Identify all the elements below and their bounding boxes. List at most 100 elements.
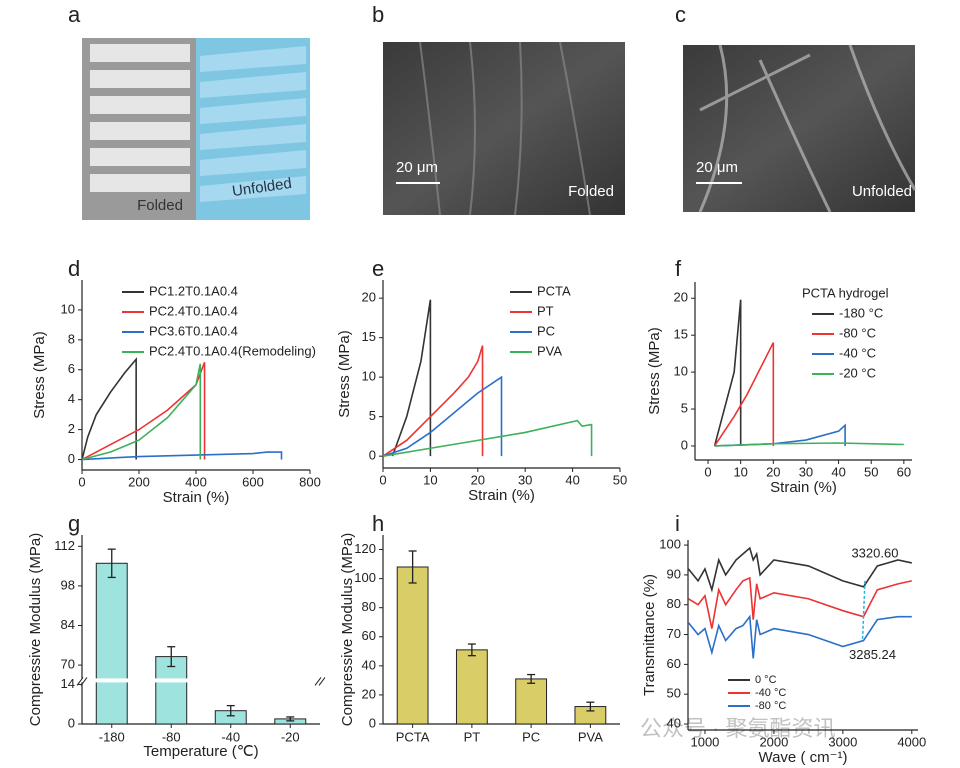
legend-label: 0 °C (755, 674, 777, 686)
legend-label: PVA (537, 343, 562, 358)
panel-label: b (372, 2, 384, 27)
x-tick-label: 30 (518, 472, 532, 487)
break-mark (80, 677, 88, 686)
panel-label: f (675, 256, 682, 281)
legend-label: -40 °C (839, 345, 876, 360)
legend-label: -180 °C (839, 305, 883, 320)
y-tick-label: 4 (68, 391, 75, 406)
y-tick-label: 80 (667, 596, 681, 611)
x-tick-label: PCTA (396, 729, 430, 744)
y-axis-label: Stress (MPa) (336, 330, 353, 418)
legend-label: PC2.4T0.1A0.4 (149, 303, 238, 318)
x-tick-label: 40 (565, 472, 579, 487)
y-tick-label: 20 (674, 290, 688, 305)
line-series (391, 299, 432, 457)
x-tick-label: -40 (221, 729, 240, 744)
line-series (382, 419, 593, 457)
y-tick-label: 100 (354, 570, 376, 585)
y-tick-label: 2 (68, 421, 75, 436)
y-tick-label: 0 (68, 715, 75, 730)
y-axis-label: Transmittance (%) (641, 574, 658, 696)
x-tick-label: 20 (766, 464, 780, 479)
peak-label: 3285.24 (849, 647, 896, 662)
scale-bar-label: 20 μm (696, 159, 738, 176)
y-tick-label: 100 (659, 537, 681, 552)
legend-label: PCTA (537, 283, 571, 298)
legend-label: PC1.2T0.1A0.4 (149, 283, 238, 298)
legend-label: PT (537, 303, 554, 318)
y-tick-label: 0 (681, 437, 688, 452)
x-axis-label: Strain (%) (468, 487, 535, 504)
line-series (81, 357, 137, 460)
y-axis-label: Compressive Modulus (MPa) (339, 533, 356, 726)
bar (155, 656, 188, 725)
x-axis-label: Strain (%) (163, 489, 230, 506)
y-tick-label: 70 (667, 626, 681, 641)
bar (455, 649, 488, 725)
x-tick-label: 60 (897, 464, 911, 479)
legend-label: -40 °C (755, 687, 786, 699)
x-tick-label: 40 (831, 464, 845, 479)
x-tick-label: 1000 (690, 734, 719, 749)
line-series (687, 614, 912, 659)
photo-a: Folded Unfolded (82, 38, 310, 220)
y-tick-label: 84 (61, 617, 75, 632)
x-tick-label: 0 (704, 464, 711, 479)
y-tick-label: 20 (362, 686, 376, 701)
panel-label: e (372, 256, 384, 281)
legend-label: PC3.6T0.1A0.4 (149, 323, 238, 338)
x-tick-label: 50 (613, 472, 627, 487)
x-tick-label: 200 (128, 474, 150, 489)
line-series (687, 576, 912, 629)
x-tick-label: 4000 (897, 734, 926, 749)
panel-label: a (68, 2, 81, 27)
legend-label: -80 °C (839, 325, 876, 340)
x-tick-label: 800 (299, 474, 321, 489)
line-series (81, 361, 206, 461)
y-tick-label: 5 (681, 400, 688, 415)
y-tick-label: 70 (61, 657, 75, 672)
x-tick-label: 600 (242, 474, 264, 489)
y-tick-label: 60 (667, 656, 681, 671)
x-tick-label: 0 (379, 472, 386, 487)
y-tick-label: 10 (61, 301, 75, 316)
x-tick-label: PVA (578, 729, 603, 744)
x-tick-label: 3000 (828, 734, 857, 749)
y-tick-label: 50 (667, 686, 681, 701)
y-tick-label: 14 (61, 676, 75, 691)
y-axis-label: Compressive Modulus (MPa) (27, 533, 44, 726)
legend-label: -20 °C (839, 365, 876, 380)
x-tick-label: 20 (471, 472, 485, 487)
y-tick-label: 8 (68, 331, 75, 346)
x-tick-label: -180 (99, 729, 125, 744)
y-tick-label: 60 (362, 628, 376, 643)
x-axis-label: Temperature (℃) (143, 743, 258, 760)
line-series (714, 442, 904, 447)
y-tick-label: 40 (667, 715, 681, 730)
x-axis-label: Strain (%) (770, 479, 837, 496)
line-series (713, 342, 775, 447)
legend-title: PCTA hydrogel (802, 285, 889, 300)
y-tick-label: 15 (674, 327, 688, 342)
x-tick-label: 400 (185, 474, 207, 489)
y-tick-label: 10 (674, 364, 688, 379)
y-tick-label: 0 (369, 448, 376, 463)
x-tick-label: 30 (799, 464, 813, 479)
sem-b: 20 μm Folded (383, 41, 625, 216)
bar (396, 566, 429, 725)
axis-break (76, 678, 326, 683)
line-series (382, 375, 503, 457)
y-tick-label: 10 (362, 369, 376, 384)
scale-bar-label: 20 μm (396, 159, 438, 176)
break-mark (318, 677, 326, 686)
line-series (713, 299, 742, 447)
line-series (687, 546, 912, 593)
panel-label: g (68, 511, 80, 536)
line-series (382, 345, 484, 457)
x-tick-label: -20 (281, 729, 300, 744)
x-tick-label: -80 (162, 729, 181, 744)
peak-shift-line (861, 580, 866, 641)
y-tick-label: 98 (61, 577, 75, 592)
